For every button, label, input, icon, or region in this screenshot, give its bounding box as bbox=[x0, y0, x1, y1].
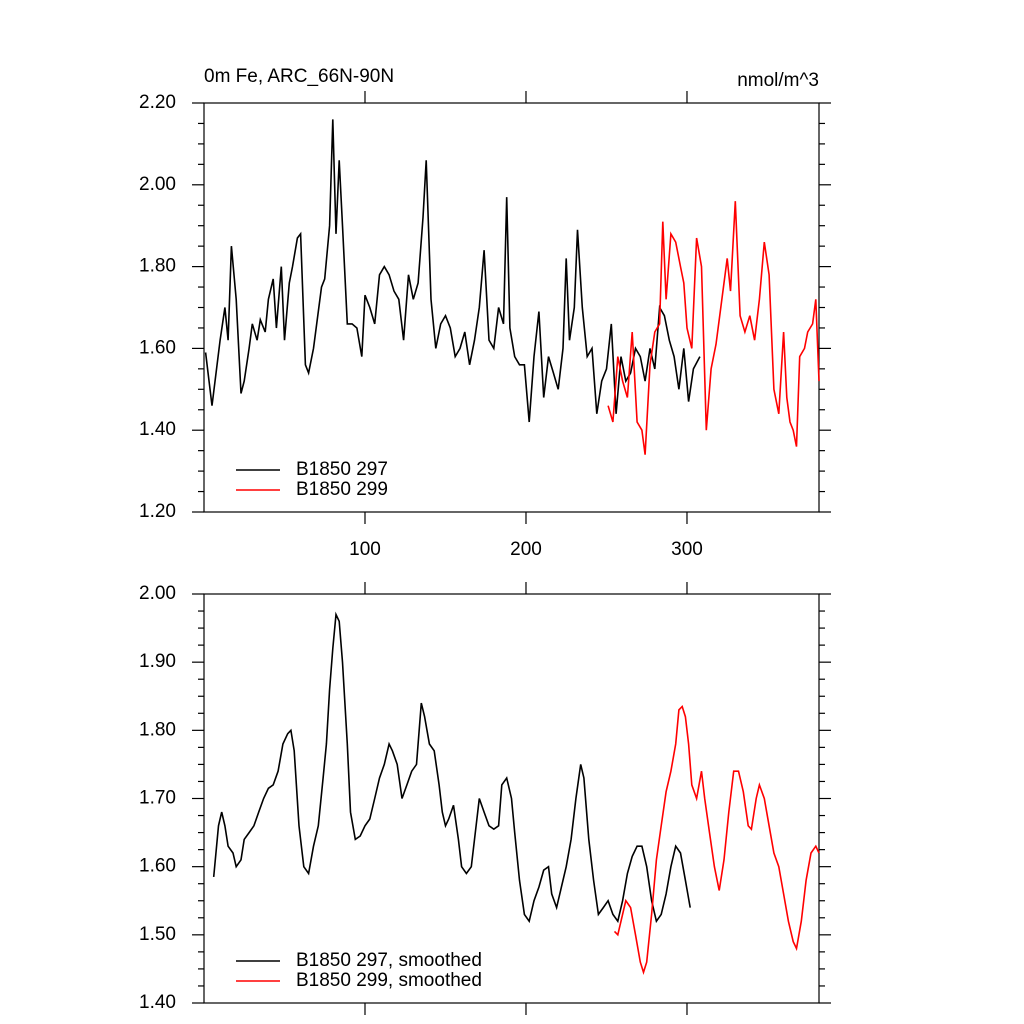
series-line bbox=[613, 704, 820, 975]
y-tick-label: 1.90 bbox=[139, 651, 176, 672]
plot-frame bbox=[203, 102, 820, 513]
series-line bbox=[204, 119, 701, 423]
y-tick-label: 1.40 bbox=[139, 992, 176, 1013]
chart-title: 0m Fe, ARC_66N-90N bbox=[204, 66, 394, 87]
legend-label: B1850 299, smoothed bbox=[296, 970, 482, 991]
units-label: nmol/m^3 bbox=[737, 70, 819, 91]
x-tick-label: 100 bbox=[349, 539, 381, 560]
y-tick-label: 1.40 bbox=[139, 419, 176, 440]
series-line bbox=[607, 201, 820, 455]
y-tick-label: 1.50 bbox=[139, 924, 176, 945]
legend-label: B1850 297, smoothed bbox=[296, 950, 482, 971]
y-tick-label: 2.20 bbox=[139, 92, 176, 113]
y-tick-label: 1.80 bbox=[139, 256, 176, 277]
y-tick-label: 1.60 bbox=[139, 337, 176, 358]
legend-label: B1850 299 bbox=[296, 479, 388, 500]
series-line bbox=[212, 611, 691, 924]
y-tick-label: 2.00 bbox=[139, 174, 176, 195]
y-tick-label: 1.60 bbox=[139, 856, 176, 877]
y-tick-label: 1.20 bbox=[139, 501, 176, 522]
y-tick-label: 2.00 bbox=[139, 583, 176, 604]
y-tick-label: 1.80 bbox=[139, 719, 176, 740]
x-tick-label: 200 bbox=[510, 539, 542, 560]
legend-label: B1850 297 bbox=[296, 459, 388, 480]
y-tick-label: 1.70 bbox=[139, 788, 176, 809]
x-tick-label: 300 bbox=[671, 539, 703, 560]
